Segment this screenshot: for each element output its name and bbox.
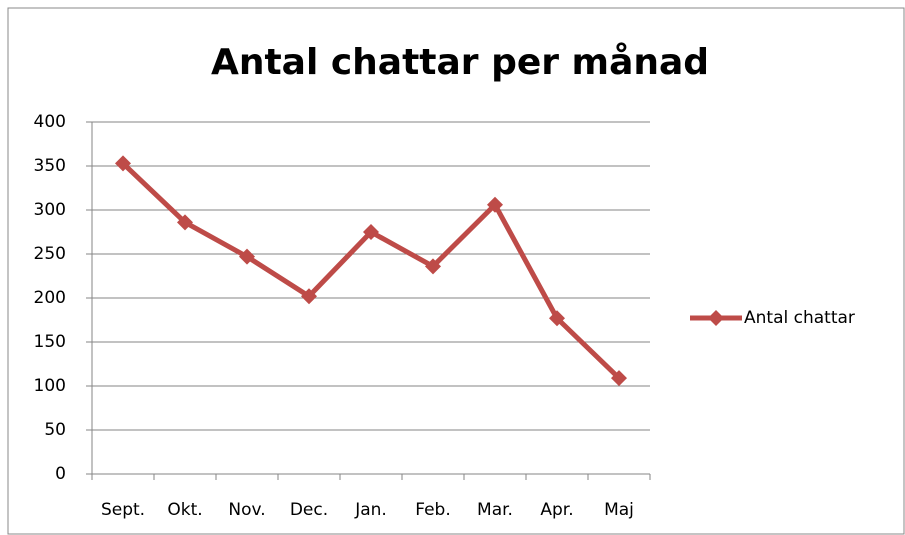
y-tick-label: 50	[44, 420, 66, 440]
legend-marker	[708, 310, 724, 326]
x-tick-label: Mar.	[477, 500, 513, 520]
y-tick-label: 0	[55, 464, 66, 484]
y-tick-label: 350	[34, 156, 66, 176]
chart-title: Antal chattar per månad	[211, 42, 709, 83]
data-point	[177, 214, 193, 231]
x-tick-label: Jan.	[354, 500, 387, 520]
data-point	[487, 196, 503, 213]
legend-label: Antal chattar	[744, 308, 855, 328]
x-tick-label: Nov.	[228, 500, 265, 520]
data-point	[611, 370, 627, 387]
data-point	[425, 258, 441, 275]
data-point	[363, 224, 379, 240]
x-tick-label: Okt.	[167, 500, 202, 520]
data-point	[549, 310, 565, 327]
x-tick-label: Feb.	[415, 500, 451, 520]
x-tick-label: Apr.	[540, 500, 573, 520]
y-tick-label: 250	[34, 244, 66, 264]
x-tick-label: Dec.	[290, 500, 328, 520]
chart-frame	[7, 7, 905, 535]
data-point	[301, 288, 317, 305]
y-tick-label: 200	[34, 288, 66, 308]
y-tick-label: 150	[34, 332, 66, 352]
y-tick-label: 400	[34, 112, 66, 132]
data-point	[239, 248, 255, 265]
y-tick-label: 300	[34, 200, 66, 220]
x-tick-label: Sept.	[101, 500, 145, 520]
data-point	[115, 155, 131, 172]
y-tick-label: 100	[34, 376, 66, 396]
x-tick-label: Maj	[604, 500, 634, 520]
